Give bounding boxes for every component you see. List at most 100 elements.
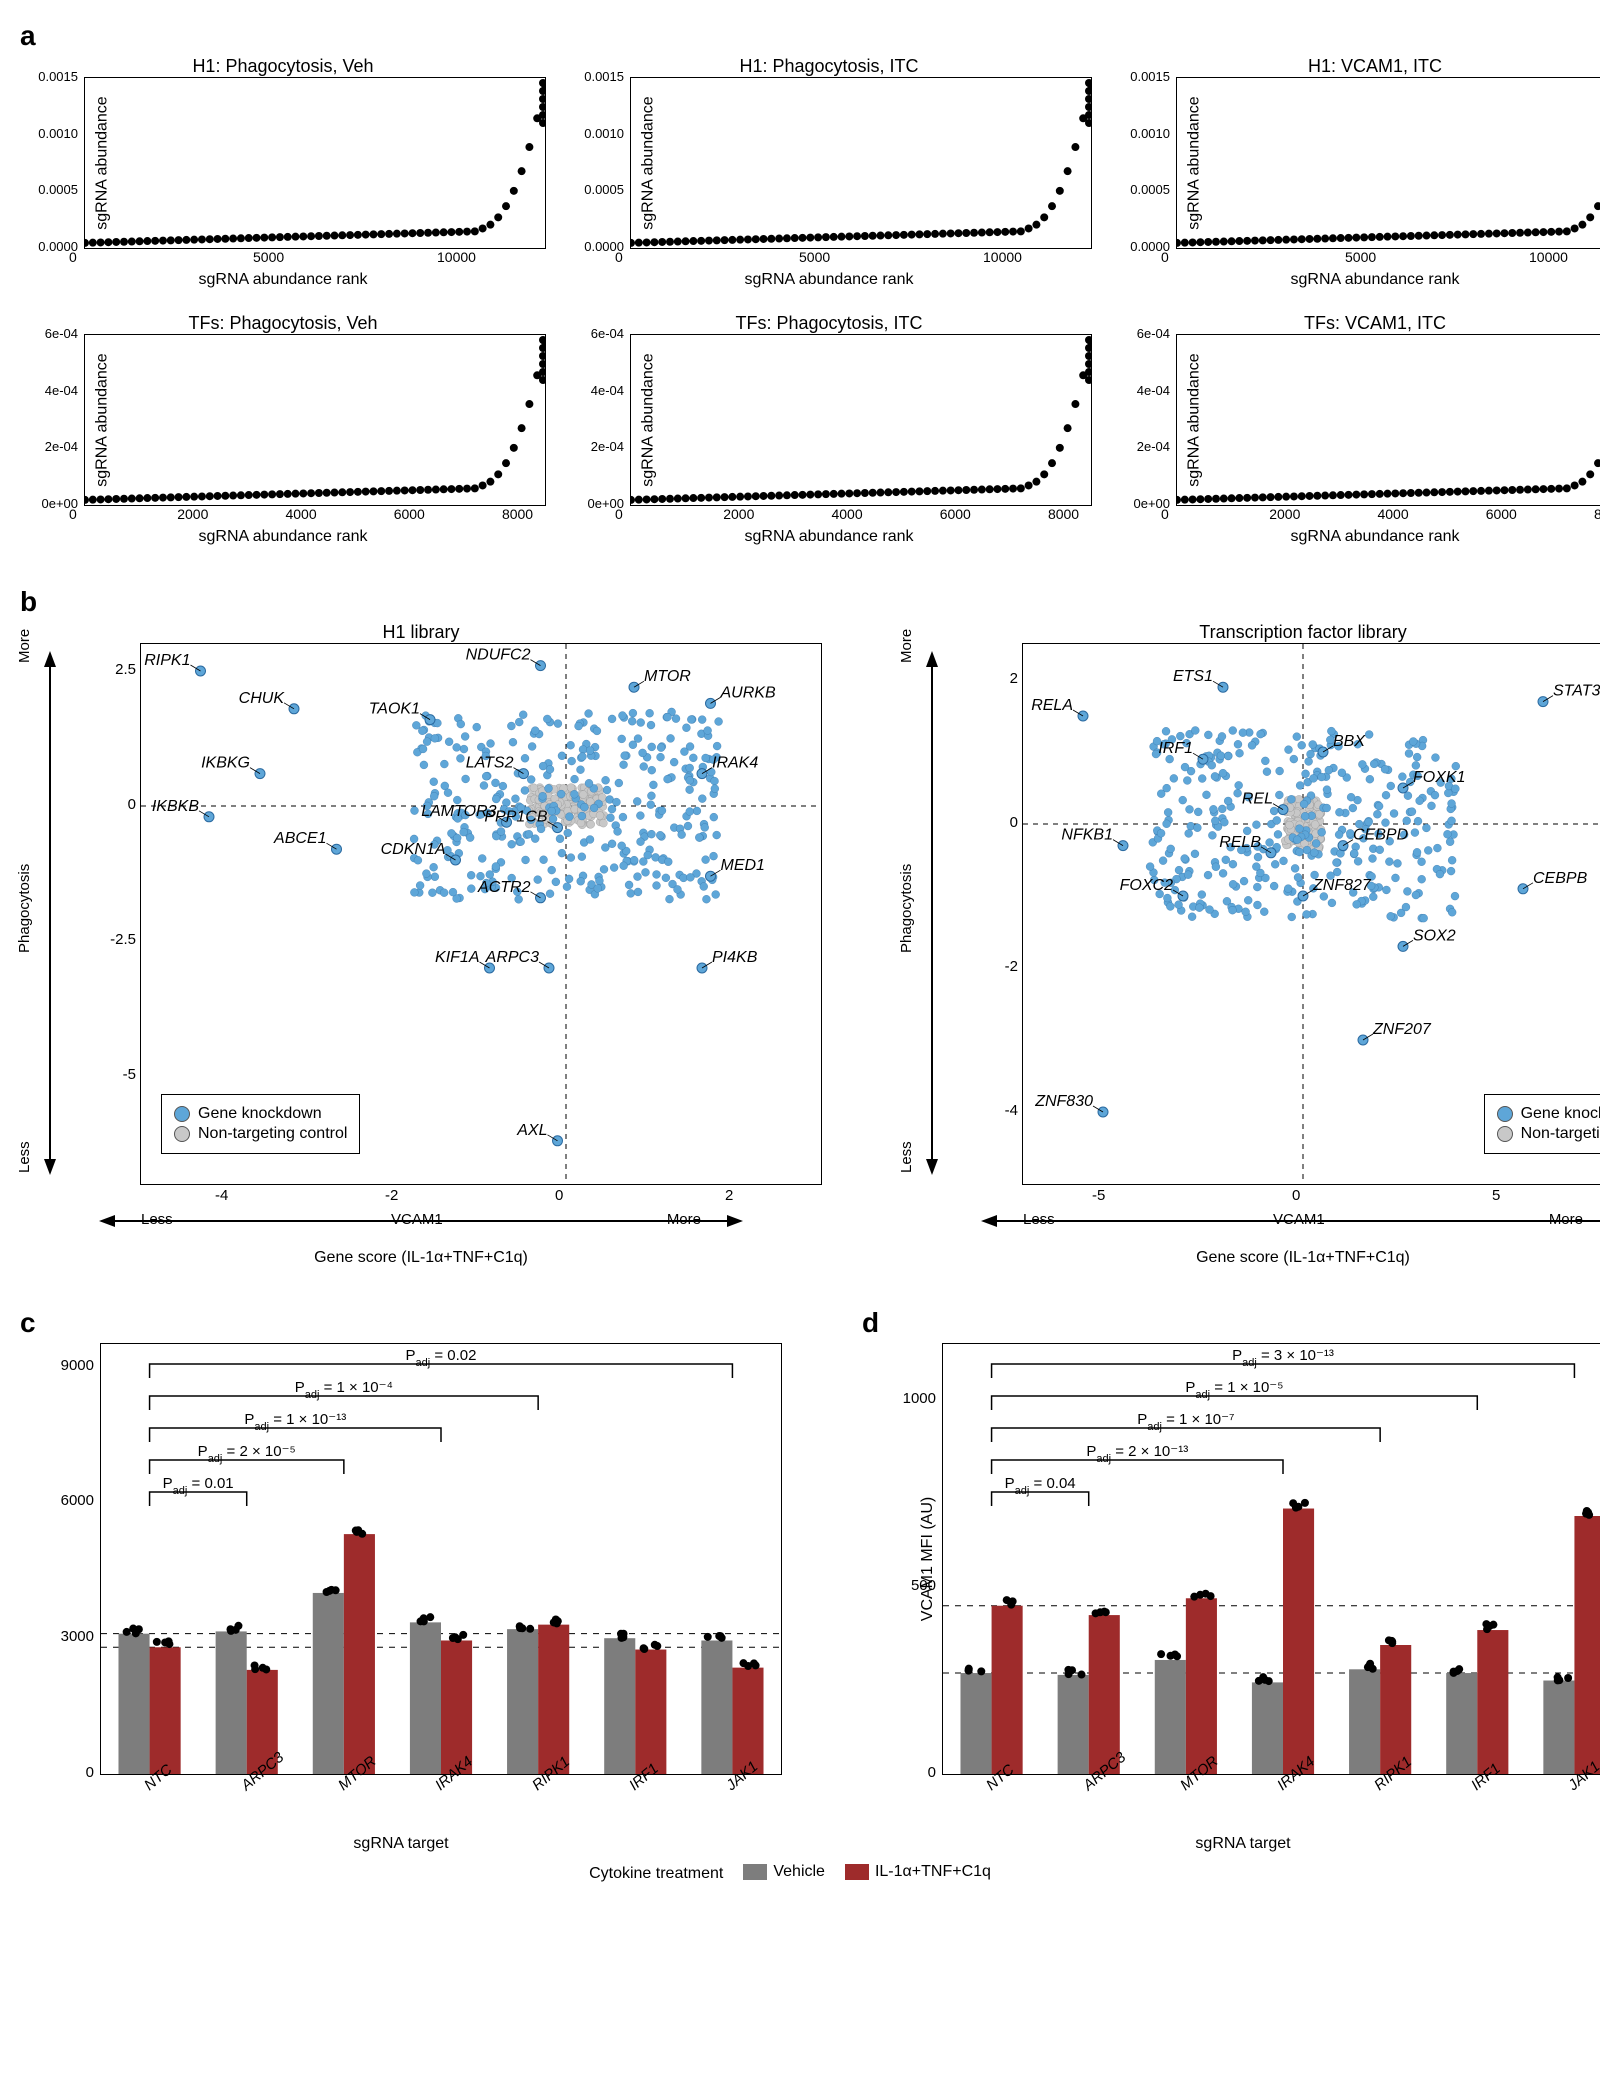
chart-title: TFs: VCAM1, ITC <box>1304 313 1446 334</box>
svg-text:ZNF207: ZNF207 <box>1372 1021 1432 1038</box>
svg-text:FOXC2: FOXC2 <box>1120 877 1173 894</box>
legend-item: Non-targeting control <box>1521 1125 1600 1143</box>
x-axis-label: sgRNA abundance rank <box>1291 271 1460 289</box>
panel-b: b H1 library More Phagocytosis Less Gene… <box>20 586 1580 1267</box>
svg-text:PPP1CB: PPP1CB <box>484 809 547 826</box>
svg-text:ZNF830: ZNF830 <box>1034 1093 1093 1110</box>
rank-chart <box>630 77 1092 249</box>
y-axis-label: sgRNA abundance <box>94 353 112 486</box>
panel-d: d VCAM1 MFI (AU) Padj = 0.04 Padj = 2 × 1… <box>862 1307 1600 1853</box>
figure: a H1: Phagocytosis, Veh sgRNA abundance … <box>20 20 1580 1885</box>
y-axis-label: sgRNA abundance <box>94 96 112 229</box>
svg-text:Padj = 0.02: Padj = 0.02 <box>406 1347 477 1369</box>
svg-text:ACTR2: ACTR2 <box>477 879 531 896</box>
svg-text:ETS1: ETS1 <box>1173 668 1213 685</box>
panel-a: a H1: Phagocytosis, Veh sgRNA abundance … <box>20 20 1580 546</box>
panel-c-label: c <box>20 1307 782 1339</box>
svg-text:Padj = 0.01: Padj = 0.01 <box>163 1475 234 1497</box>
rank-chart <box>1176 334 1600 506</box>
svg-text:LATS2: LATS2 <box>466 755 514 772</box>
x-axis-label: Gene score (IL-1α+TNF+C1q) <box>314 1249 528 1267</box>
svg-text:AURKB: AURKB <box>720 684 776 701</box>
bar-chart: Padj = 0.01 Padj = 2 × 10⁻⁵ Padj = 1 × 10⁻… <box>100 1343 782 1775</box>
panel-c: c Synaptosome phagocytosis (AU) Padj = 0… <box>20 1307 782 1853</box>
legend: Gene knockdown Non-targeting control <box>161 1094 360 1154</box>
svg-text:Padj = 3 × 10⁻¹³: Padj = 3 × 10⁻¹³ <box>1232 1347 1334 1369</box>
svg-text:IRAK4: IRAK4 <box>712 755 758 772</box>
x-axis-label: sgRNA target <box>862 1835 1600 1853</box>
legend-label: IL-1α+TNF+C1q <box>875 1863 991 1881</box>
y-axis-label: sgRNA abundance <box>640 353 658 486</box>
svg-text:MTOR: MTOR <box>644 668 691 685</box>
svg-text:CEBPD: CEBPD <box>1353 827 1409 844</box>
svg-text:ARPC3: ARPC3 <box>485 949 539 966</box>
cytokine-legend: Cytokine treatment Vehicle IL-1α+TNF+C1q <box>20 1863 1580 1885</box>
svg-text:PI4KB: PI4KB <box>712 949 758 966</box>
scatter-chart: RIPK1 CHUK TAOK1 NDUFC2 MTOR AURKB IKBKG LATS2 I… <box>140 643 822 1185</box>
legend: Gene knockdown Non-targeting control <box>1484 1094 1600 1154</box>
svg-text:IKBKG: IKBKG <box>201 755 250 772</box>
rank-chart <box>630 334 1092 506</box>
x-axis-label: sgRNA target <box>20 1835 782 1853</box>
svg-text:RELB: RELB <box>1219 834 1261 851</box>
chart-title: H1: Phagocytosis, Veh <box>192 56 373 77</box>
x-axis-label: sgRNA abundance rank <box>199 528 368 546</box>
legend-item: Gene knockdown <box>198 1105 322 1123</box>
svg-text:ABCE1: ABCE1 <box>273 830 326 847</box>
legend-swatch <box>845 1864 869 1880</box>
chart-title: TFs: Phagocytosis, Veh <box>188 313 377 334</box>
legend-item: Non-targeting control <box>198 1125 347 1143</box>
chart-title: H1: VCAM1, ITC <box>1308 56 1442 77</box>
panel-a-label: a <box>20 20 1580 52</box>
svg-text:FOXK1: FOXK1 <box>1413 769 1465 786</box>
scatter-chart: RELAETS1STAT3IRF1BBXRELFOXK1NFKB2NFKB1RE… <box>1022 643 1600 1185</box>
svg-text:SOX2: SOX2 <box>1413 927 1456 944</box>
svg-text:Padj = 1 × 10⁻⁵: Padj = 1 × 10⁻⁵ <box>1185 1379 1283 1401</box>
legend-label: Vehicle <box>773 1863 825 1881</box>
svg-text:IKBKB: IKBKB <box>152 798 199 815</box>
rank-chart <box>84 77 546 249</box>
svg-text:CHUK: CHUK <box>239 690 286 707</box>
x-axis-label: Gene score (IL-1α+TNF+C1q) <box>1196 1249 1410 1267</box>
scatter-title: H1 library <box>382 622 459 643</box>
svg-text:RELA: RELA <box>1031 697 1073 714</box>
chart-title: TFs: Phagocytosis, ITC <box>735 313 922 334</box>
y-axis-label: sgRNA abundance <box>640 96 658 229</box>
x-axis-label: sgRNA abundance rank <box>199 271 368 289</box>
svg-text:BBX: BBX <box>1333 733 1366 750</box>
panel-d-label: d <box>862 1307 1600 1339</box>
svg-text:Padj = 1 × 10⁻¹³: Padj = 1 × 10⁻¹³ <box>244 1411 346 1433</box>
svg-text:Padj = 0.04: Padj = 0.04 <box>1005 1475 1076 1497</box>
svg-text:RIPK1: RIPK1 <box>144 652 190 669</box>
svg-text:CDKN1A: CDKN1A <box>381 841 446 858</box>
scatter-title: Transcription factor library <box>1199 622 1406 643</box>
y-axis-label: sgRNA abundance <box>1186 96 1204 229</box>
svg-text:Padj = 2 × 10⁻⁵: Padj = 2 × 10⁻⁵ <box>198 1443 296 1465</box>
svg-text:NDUFC2: NDUFC2 <box>466 647 531 664</box>
svg-text:Padj = 1 × 10⁻⁴: Padj = 1 × 10⁻⁴ <box>295 1379 393 1401</box>
x-axis-label: sgRNA abundance rank <box>745 271 914 289</box>
svg-text:STAT3: STAT3 <box>1553 683 1600 700</box>
x-axis-label: sgRNA abundance rank <box>1291 528 1460 546</box>
svg-text:AXL: AXL <box>516 1122 547 1139</box>
rank-chart <box>1176 77 1600 249</box>
svg-text:IRF1: IRF1 <box>1158 740 1193 757</box>
svg-text:REL: REL <box>1242 791 1273 808</box>
y-axis-label: VCAM1 MFI (AU) <box>919 1497 937 1621</box>
svg-text:Padj = 2 × 10⁻¹³: Padj = 2 × 10⁻¹³ <box>1086 1443 1188 1465</box>
svg-text:ZNF827: ZNF827 <box>1312 877 1372 894</box>
svg-text:KIF1A: KIF1A <box>435 949 479 966</box>
y-axis-label: sgRNA abundance <box>1186 353 1204 486</box>
legend-title: Cytokine treatment <box>589 1865 723 1883</box>
svg-text:Padj = 1 × 10⁻⁷: Padj = 1 × 10⁻⁷ <box>1137 1411 1234 1433</box>
rank-chart <box>84 334 546 506</box>
svg-text:TAOK1: TAOK1 <box>369 701 420 718</box>
x-axis-label: sgRNA abundance rank <box>745 528 914 546</box>
svg-text:MED1: MED1 <box>721 857 765 874</box>
chart-title: H1: Phagocytosis, ITC <box>739 56 918 77</box>
bar-chart: Padj = 0.04 Padj = 2 × 10⁻¹³ Padj = 1 × 10… <box>942 1343 1600 1775</box>
svg-text:CEBPB: CEBPB <box>1533 870 1588 887</box>
legend-item: Gene knockdown <box>1521 1105 1600 1123</box>
svg-text:NFKB1: NFKB1 <box>1061 827 1113 844</box>
legend-swatch <box>743 1864 767 1880</box>
